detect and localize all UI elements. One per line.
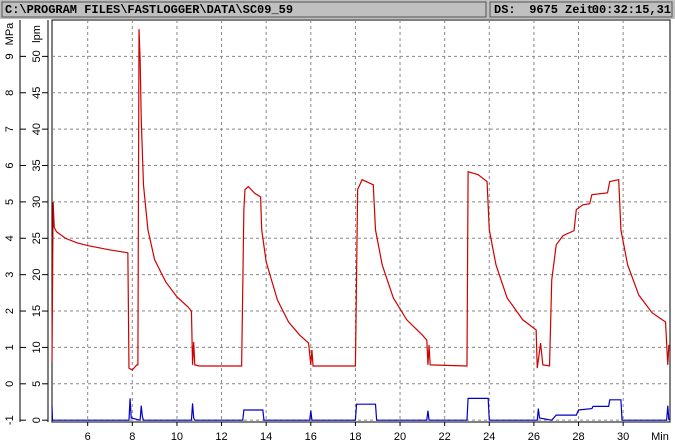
y2-tick-label: 20 bbox=[31, 269, 43, 281]
time-label: Zeit: bbox=[565, 3, 601, 17]
file-path: C:\PROGRAM FILES\FASTLOGGER\DATA\SC09_59 bbox=[5, 3, 293, 17]
ds-label: DS: bbox=[494, 3, 516, 17]
y2-tick-label: 15 bbox=[31, 305, 43, 317]
x-tick-label: 22 bbox=[439, 431, 451, 443]
x-tick-label: 18 bbox=[349, 431, 361, 443]
y2-tick-label: 5 bbox=[31, 381, 43, 387]
x-tick-label: 10 bbox=[171, 431, 183, 443]
y-tick-label: -1 bbox=[4, 415, 16, 425]
status-field bbox=[489, 1, 673, 18]
x-tick-label: 6 bbox=[85, 431, 91, 443]
y-tick-label: 3 bbox=[4, 272, 16, 278]
series-line bbox=[51, 29, 670, 371]
x-tick-label: 16 bbox=[305, 431, 317, 443]
time-value: 00:32:15,31 bbox=[592, 3, 671, 17]
y2-tick-label: 25 bbox=[31, 232, 43, 244]
x-tick-label: 8 bbox=[129, 431, 135, 443]
y-tick-label: 6 bbox=[4, 162, 16, 168]
y-tick-label: 1 bbox=[4, 344, 16, 350]
series-line bbox=[51, 397, 670, 421]
y-tick-label: 7 bbox=[4, 126, 16, 132]
y2-tick-label: 45 bbox=[31, 87, 43, 99]
x-axis-title: Min bbox=[651, 431, 669, 443]
y2-tick-label: 30 bbox=[31, 196, 43, 208]
y-axis-title: MPa bbox=[4, 22, 16, 46]
y2-tick-label: 50 bbox=[31, 50, 43, 62]
y-tick-label: 8 bbox=[4, 90, 16, 96]
y-tick-label: 0 bbox=[4, 381, 16, 387]
x-tick-label: 24 bbox=[483, 431, 495, 443]
title-bar: C:\PROGRAM FILES\FASTLOGGER\DATA\SC09_59… bbox=[0, 0, 675, 19]
x-tick-label: 30 bbox=[617, 431, 629, 443]
x-tick-label: 12 bbox=[215, 431, 227, 443]
y-tick-label: 2 bbox=[4, 308, 16, 314]
plot-frame bbox=[51, 19, 671, 423]
y2-tick-label: 40 bbox=[31, 123, 43, 135]
path-field bbox=[1, 1, 487, 18]
x-tick-label: 14 bbox=[260, 431, 272, 443]
x-tick-label: 20 bbox=[394, 431, 406, 443]
y2-tick-label: 10 bbox=[31, 341, 43, 353]
ds-value: 9675 bbox=[529, 3, 558, 17]
y2-axis-title: lpm bbox=[31, 25, 43, 43]
y-tick-label: 9 bbox=[4, 53, 16, 59]
x-tick-label: 26 bbox=[528, 431, 540, 443]
y2-tick-label: 0 bbox=[31, 417, 43, 423]
y-tick-label: 4 bbox=[4, 235, 16, 241]
y2-tick-label: 35 bbox=[31, 159, 43, 171]
y-tick-label: 5 bbox=[4, 199, 16, 205]
x-tick-label: 28 bbox=[572, 431, 584, 443]
